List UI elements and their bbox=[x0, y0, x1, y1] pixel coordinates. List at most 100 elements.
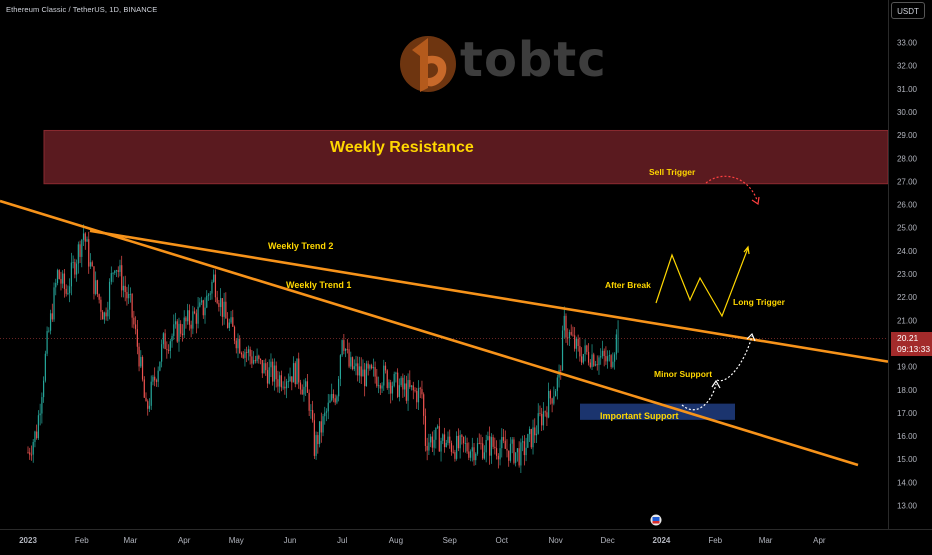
candle bbox=[487, 431, 489, 441]
candle bbox=[128, 284, 130, 304]
y-tick-label: 21.00 bbox=[897, 316, 918, 325]
candle-body bbox=[421, 389, 423, 395]
candle bbox=[539, 405, 541, 417]
candle-body bbox=[292, 363, 295, 383]
x-tick-label: Oct bbox=[496, 536, 509, 545]
symbol-title[interactable]: Ethereum Classic / TetherUS, 1D, BINANCE bbox=[6, 5, 158, 14]
candle-body bbox=[456, 435, 458, 459]
candle-body bbox=[105, 312, 107, 317]
candle bbox=[374, 361, 376, 384]
candle-body bbox=[51, 313, 53, 320]
candle-body bbox=[332, 394, 335, 399]
candle bbox=[322, 414, 324, 437]
candle bbox=[520, 438, 522, 473]
candle bbox=[473, 442, 475, 466]
candle bbox=[475, 452, 477, 466]
candle-body bbox=[102, 311, 104, 320]
candle bbox=[141, 355, 144, 382]
candle-body bbox=[239, 338, 241, 353]
candle bbox=[197, 297, 199, 329]
candle bbox=[584, 339, 586, 362]
candle-body bbox=[414, 390, 416, 392]
candle bbox=[346, 339, 348, 354]
candle bbox=[410, 385, 413, 391]
candle bbox=[67, 285, 69, 296]
candle-body bbox=[214, 274, 217, 298]
candle bbox=[273, 358, 276, 391]
candle-body bbox=[306, 381, 309, 393]
candle-body bbox=[594, 364, 597, 366]
candle bbox=[393, 371, 395, 388]
x-tick-label: May bbox=[229, 536, 244, 545]
candle-body bbox=[36, 431, 38, 439]
candle-body bbox=[424, 415, 427, 446]
candle bbox=[334, 394, 336, 406]
candle bbox=[202, 299, 204, 319]
candle bbox=[91, 260, 93, 267]
candle-body bbox=[343, 340, 345, 351]
candle bbox=[344, 348, 347, 358]
candle-body bbox=[553, 396, 555, 404]
candle-body bbox=[233, 326, 236, 341]
last-price-tag: 20.21 09:13:33 bbox=[891, 332, 932, 356]
candle bbox=[572, 326, 574, 337]
candle-body bbox=[70, 262, 72, 287]
y-tick-label: 27.00 bbox=[897, 177, 918, 186]
candle bbox=[443, 427, 446, 453]
candle-body bbox=[315, 435, 317, 456]
candle bbox=[154, 367, 156, 387]
candle bbox=[607, 350, 609, 369]
candle bbox=[506, 439, 508, 458]
candle bbox=[542, 402, 545, 431]
currency-selector[interactable]: USDT bbox=[891, 2, 925, 19]
candle-body bbox=[100, 299, 102, 312]
candle-body bbox=[549, 390, 551, 399]
candle-body bbox=[404, 383, 406, 390]
candle-body bbox=[450, 443, 453, 452]
event-marker-icon[interactable] bbox=[650, 514, 662, 526]
candle-body bbox=[443, 434, 446, 448]
y-tick-label: 26.00 bbox=[897, 201, 918, 210]
candle bbox=[277, 370, 279, 393]
candle-body bbox=[128, 293, 130, 299]
candle-body bbox=[334, 398, 336, 403]
candle-body bbox=[426, 445, 428, 451]
candle bbox=[397, 368, 399, 399]
candle bbox=[138, 342, 140, 372]
candle-body bbox=[506, 448, 508, 451]
candle bbox=[549, 389, 551, 405]
candle bbox=[384, 361, 387, 374]
candle bbox=[348, 342, 350, 369]
important-support-label: Important Support bbox=[600, 411, 679, 421]
candle bbox=[511, 437, 513, 454]
weekly-trend-1-line[interactable] bbox=[0, 199, 859, 467]
candle-body bbox=[213, 274, 215, 282]
candle-body bbox=[98, 294, 100, 300]
candle-body bbox=[327, 402, 329, 412]
candle bbox=[570, 324, 572, 336]
candle bbox=[463, 436, 465, 453]
weekly-resistance-zone[interactable] bbox=[43, 129, 889, 185]
candle bbox=[56, 268, 59, 286]
candle bbox=[180, 320, 182, 338]
candle-body bbox=[244, 352, 246, 358]
candle bbox=[305, 378, 307, 397]
candle bbox=[586, 344, 588, 355]
candle bbox=[148, 398, 151, 412]
candle bbox=[358, 356, 361, 383]
candle bbox=[497, 453, 499, 469]
x-tick-label: Apr bbox=[813, 536, 826, 545]
candle bbox=[575, 336, 578, 359]
candle bbox=[591, 344, 593, 370]
candle bbox=[131, 293, 133, 328]
candle-body bbox=[513, 439, 515, 463]
candle bbox=[454, 449, 456, 462]
candle bbox=[372, 358, 374, 377]
candle-body bbox=[216, 297, 218, 304]
candle-body bbox=[351, 357, 354, 370]
candle-body bbox=[187, 310, 189, 322]
candle bbox=[428, 433, 430, 455]
candle-body bbox=[303, 386, 305, 395]
